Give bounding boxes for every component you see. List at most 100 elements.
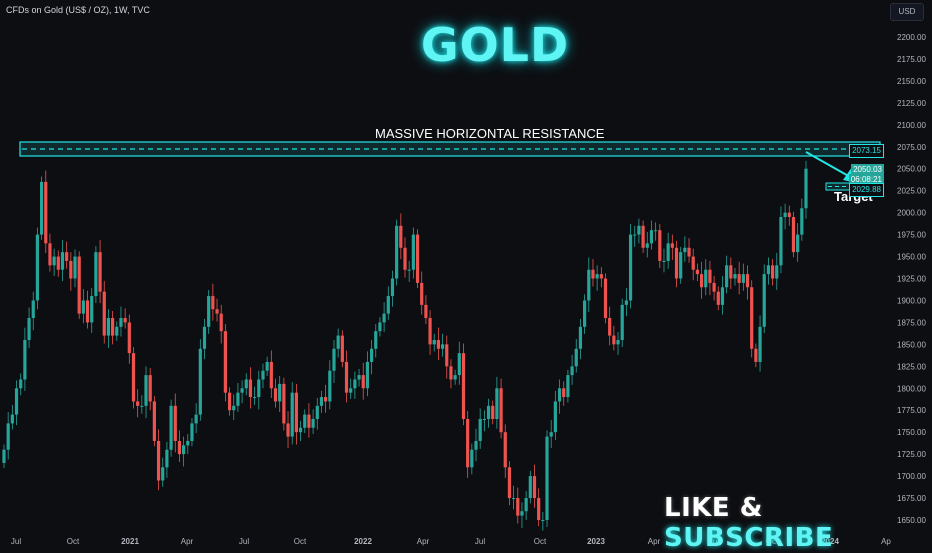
candle-body	[273, 388, 278, 402]
candle-body	[737, 274, 741, 283]
candle-body	[758, 326, 762, 362]
candle-body	[253, 397, 257, 399]
candle-body	[486, 405, 491, 420]
candle-body	[674, 247, 679, 279]
candle-body	[344, 361, 349, 393]
candle-body	[73, 256, 77, 279]
candle-body	[787, 212, 791, 218]
candle-body	[236, 392, 240, 406]
candle-body	[161, 467, 165, 481]
candle-body	[524, 498, 528, 512]
candle-body	[616, 339, 620, 345]
candle-body	[152, 401, 156, 441]
candle-body	[148, 375, 152, 402]
candle-body	[340, 335, 344, 362]
candle-body	[720, 287, 725, 305]
candle-body	[762, 274, 766, 327]
candle-body	[557, 388, 562, 402]
candle-body	[23, 339, 27, 380]
y-tick-label: 2075.00	[897, 143, 926, 152]
candle-body	[94, 252, 98, 297]
candle-body	[111, 318, 115, 336]
candle-body	[48, 243, 52, 266]
x-tick-label: Jul	[709, 537, 719, 546]
candle-body	[766, 265, 771, 275]
candle-body	[695, 269, 699, 275]
candle-body	[649, 230, 654, 244]
candle-body	[628, 234, 633, 301]
y-tick-label: 1800.00	[897, 384, 926, 393]
candle-body	[35, 234, 40, 301]
candle-body	[136, 401, 140, 406]
candle-body	[31, 300, 35, 319]
x-tick-label: Jul	[11, 537, 21, 546]
candle-body	[570, 366, 574, 376]
x-tick-label: Oct	[766, 537, 779, 546]
candle-body	[750, 287, 754, 349]
candle-body	[227, 392, 232, 411]
candle-body	[194, 414, 198, 424]
symbol-info: CFDs on Gold (US$ / OZ), 1W, TVC	[6, 5, 150, 15]
candle-body	[307, 414, 311, 428]
candle-body	[436, 339, 441, 349]
candle-body	[390, 278, 395, 297]
candle-body	[207, 296, 211, 327]
candle-body	[591, 269, 595, 279]
candle-body	[712, 282, 716, 292]
candle-body	[395, 225, 399, 279]
candle-body	[578, 326, 583, 349]
currency-button[interactable]: USD	[890, 3, 924, 21]
x-tick-label: 2023	[587, 537, 605, 546]
candle-body	[173, 405, 177, 441]
candle-body	[77, 256, 81, 314]
candle-body	[265, 361, 269, 371]
candle-body	[324, 397, 328, 402]
candle-body	[407, 269, 411, 271]
x-tick-label: Oct	[294, 537, 307, 546]
candle-body	[541, 520, 545, 521]
time-axis[interactable]: Jul Oct 2021 Apr Jul Oct 2022 Apr Jul Oct 2023 Apr J…	[11, 537, 892, 546]
candle-body	[428, 318, 432, 345]
candle-body	[741, 274, 745, 283]
x-tick-label: Apr	[648, 537, 661, 546]
candle-body	[269, 361, 273, 389]
y-tick-label: 1825.00	[897, 362, 926, 371]
candle-body	[478, 419, 482, 441]
candle-body	[445, 344, 449, 367]
candle-body	[294, 392, 298, 433]
y-tick-label: 1925.00	[897, 275, 926, 284]
candle-body	[290, 392, 294, 437]
candle-body	[6, 423, 10, 450]
y-tick-label: 1725.00	[897, 450, 926, 459]
candle-body	[491, 405, 495, 420]
y-tick-label: 1950.00	[897, 253, 926, 262]
candle-body	[278, 383, 282, 402]
candle-body	[658, 230, 662, 261]
candle-body	[27, 318, 31, 340]
candle-body	[779, 217, 783, 266]
candle-body	[10, 414, 14, 424]
candle-body	[374, 331, 378, 349]
candle-body	[691, 256, 695, 270]
candle-body	[687, 247, 691, 257]
candle-body	[85, 300, 90, 323]
candle-body	[403, 247, 407, 270]
candle-body	[633, 234, 637, 236]
candle-body	[645, 243, 649, 248]
candle-body	[14, 388, 19, 415]
candle-body	[349, 388, 353, 393]
candle-body	[770, 265, 775, 279]
candle-body	[507, 467, 512, 499]
cta-amp: &	[730, 493, 763, 523]
price-axis[interactable]: 2200.00 2175.00 2150.00 2125.00 2100.00 2075.…	[884, 0, 932, 550]
candle-body	[411, 234, 415, 270]
candle-body	[165, 449, 169, 468]
x-tick-label: 2022	[354, 537, 372, 546]
y-tick-label: 2200.00	[897, 33, 926, 42]
candle-body	[140, 405, 144, 407]
candle-body	[19, 379, 23, 389]
candle-body	[144, 375, 148, 406]
candle-body	[240, 388, 244, 393]
y-tick-label: 2050.00	[897, 165, 926, 174]
